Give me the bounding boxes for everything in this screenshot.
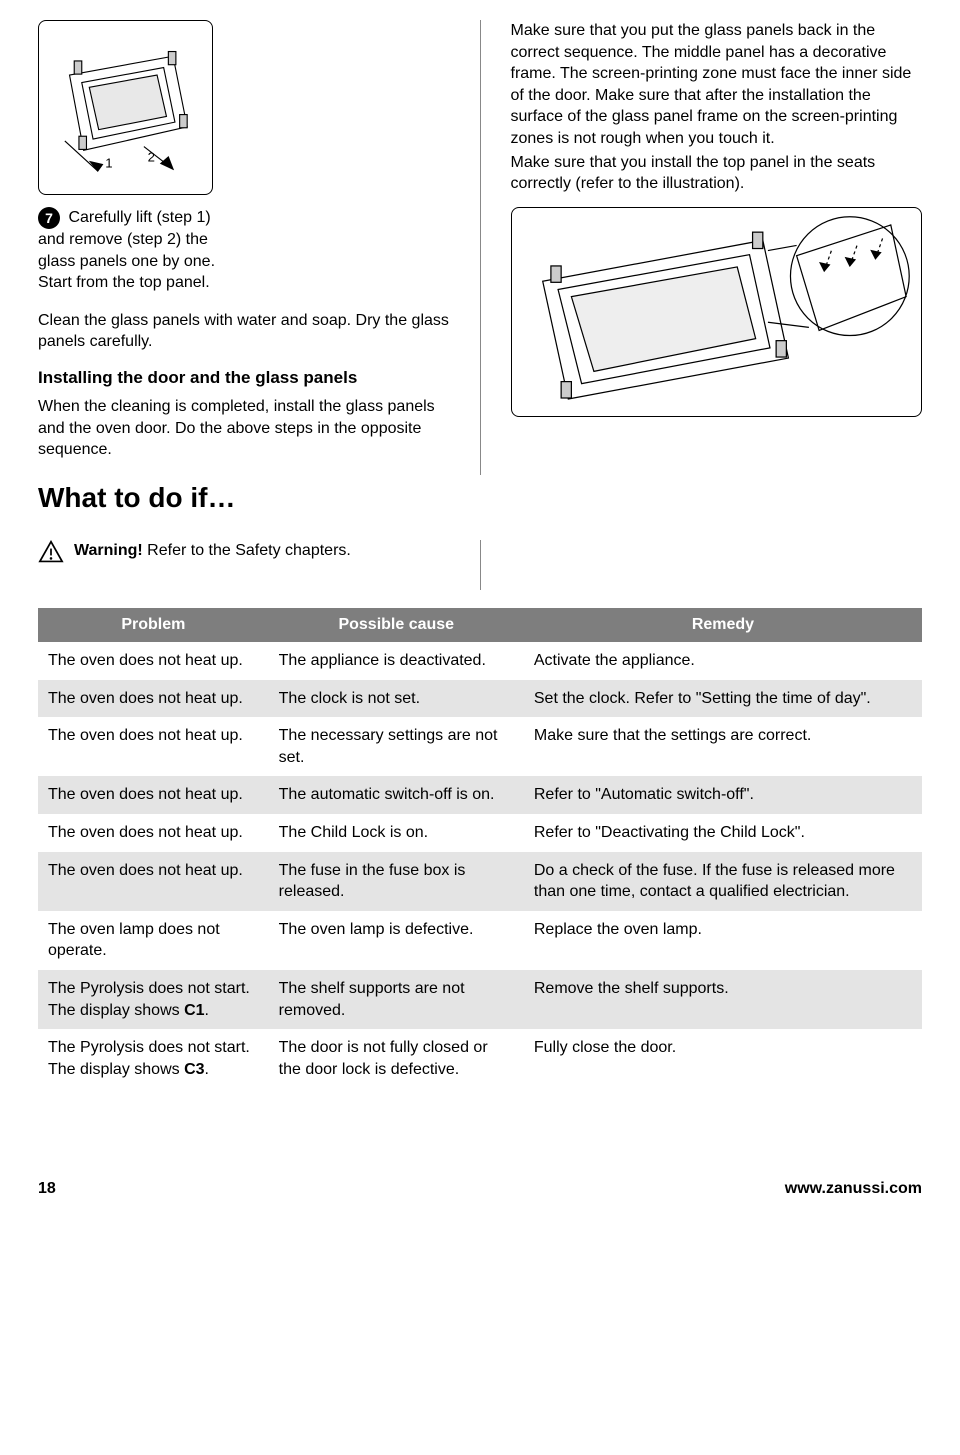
table-cell: Replace the oven lamp. <box>524 911 922 970</box>
warning-icon <box>38 540 64 564</box>
table-cell: The oven does not heat up. <box>38 642 269 680</box>
column-divider <box>480 20 481 475</box>
left-column: 1 2 7 Carefully lift (step 1) and remove… <box>38 20 450 475</box>
table-cell: The oven does not heat up. <box>38 814 269 852</box>
svg-text:1: 1 <box>105 155 112 170</box>
warning-right-empty <box>511 540 923 590</box>
table-cell: Fully close the door. <box>524 1029 922 1088</box>
table-row: The Pyrolysis does not start. The displa… <box>38 1029 922 1088</box>
table-cell: The door is not fully closed or the door… <box>269 1029 524 1088</box>
table-cell: The oven lamp does not operate. <box>38 911 269 970</box>
col-remedy: Remedy <box>524 608 922 642</box>
table-row: The oven does not heat up.The clock is n… <box>38 680 922 718</box>
table-row: The oven does not heat up.The automatic … <box>38 776 922 814</box>
table-row: The oven does not heat up.The necessary … <box>38 717 922 776</box>
warning-row: Warning! Refer to the Safety chapters. <box>38 540 450 590</box>
table-cell: The Pyrolysis does not start. The displa… <box>38 1029 269 1088</box>
section-heading: What to do if… <box>38 479 922 517</box>
table-row: The oven does not heat up.The appliance … <box>38 642 922 680</box>
table-cell: The oven does not heat up. <box>38 680 269 718</box>
install-paragraph: When the cleaning is completed, install … <box>38 396 450 461</box>
right-para1: Make sure that you put the glass panels … <box>511 20 923 150</box>
table-cell: The oven lamp is defective. <box>269 911 524 970</box>
warning-bold: Warning! <box>74 542 143 559</box>
step7-text: 7 Carefully lift (step 1) and remove (st… <box>38 207 238 294</box>
table-cell: Do a check of the fuse. If the fuse is r… <box>524 852 922 911</box>
table-cell: The Pyrolysis does not start. The displa… <box>38 970 269 1029</box>
warning-row-wrap: Warning! Refer to the Safety chapters. <box>38 540 922 590</box>
footer-url: www.zanussi.com <box>785 1178 922 1200</box>
table-cell: The clock is not set. <box>269 680 524 718</box>
upper-columns: 1 2 7 Carefully lift (step 1) and remove… <box>38 20 922 475</box>
table-row: The oven lamp does not operate.The oven … <box>38 911 922 970</box>
table-cell: Activate the appliance. <box>524 642 922 680</box>
table-cell: Remove the shelf supports. <box>524 970 922 1029</box>
table-cell: Refer to "Automatic switch-off". <box>524 776 922 814</box>
col-cause: Possible cause <box>269 608 524 642</box>
table-cell: The necessary settings are not set. <box>269 717 524 776</box>
table-cell: The fuse in the fuse box is released. <box>269 852 524 911</box>
table-cell: Refer to "Deactivating the Child Lock". <box>524 814 922 852</box>
table-cell: Make sure that the settings are correct. <box>524 717 922 776</box>
table-row: The oven does not heat up.The fuse in th… <box>38 852 922 911</box>
page-number: 18 <box>38 1178 56 1200</box>
install-illustration <box>511 207 923 417</box>
table-cell: The appliance is deactivated. <box>269 642 524 680</box>
right-para2: Make sure that you install the top panel… <box>511 152 923 195</box>
clean-paragraph: Clean the glass panels with water and so… <box>38 310 450 353</box>
step7-body: Carefully lift (step 1) and remove (step… <box>38 209 215 291</box>
col-problem: Problem <box>38 608 269 642</box>
troubleshoot-table: Problem Possible cause Remedy The oven d… <box>38 608 922 1088</box>
table-cell: The oven does not heat up. <box>38 717 269 776</box>
step7-number: 7 <box>38 207 60 229</box>
table-row: The oven does not heat up.The Child Lock… <box>38 814 922 852</box>
table-cell: The shelf supports are not removed. <box>269 970 524 1029</box>
svg-text:2: 2 <box>147 149 154 164</box>
table-cell: Set the clock. Refer to "Setting the tim… <box>524 680 922 718</box>
table-row: The Pyrolysis does not start. The displa… <box>38 970 922 1029</box>
table-cell: The oven does not heat up. <box>38 852 269 911</box>
warning-text: Warning! Refer to the Safety chapters. <box>74 540 351 562</box>
table-cell: The automatic switch-off is on. <box>269 776 524 814</box>
warning-divider <box>480 540 481 590</box>
table-header-row: Problem Possible cause Remedy <box>38 608 922 642</box>
warning-rest: Refer to the Safety chapters. <box>143 542 351 559</box>
table-cell: The Child Lock is on. <box>269 814 524 852</box>
install-heading: Installing the door and the glass panels <box>38 367 450 390</box>
step7-illustration: 1 2 <box>38 20 213 195</box>
page-footer: 18 www.zanussi.com <box>38 1178 922 1200</box>
table-body: The oven does not heat up.The appliance … <box>38 642 922 1088</box>
right-column: Make sure that you put the glass panels … <box>511 20 923 475</box>
table-cell: The oven does not heat up. <box>38 776 269 814</box>
